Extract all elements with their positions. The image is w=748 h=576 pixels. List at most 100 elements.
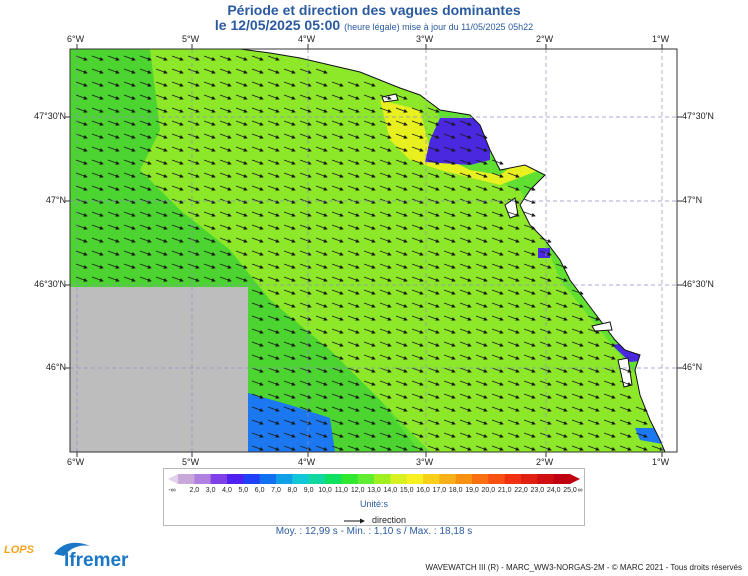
direction-arrow [539,432,552,438]
lops-logo: LOPS [4,544,34,556]
direction-arrow [91,185,104,191]
direction-arrow [251,120,264,126]
direction-arrow [411,250,424,256]
direction-arrow [427,406,440,412]
direction-arrow [171,146,184,152]
legend-tick: 10,0 [318,487,332,494]
direction-arrow [251,263,264,269]
direction-arrow [395,367,408,373]
direction-arrow [395,328,408,334]
direction-arrow [395,432,408,438]
direction-arrow [619,445,632,451]
direction-arrow [443,341,456,347]
direction-arrow [267,133,280,139]
direction-arrow [459,393,472,399]
direction-arrow [395,276,408,282]
direction-arrow [251,393,264,399]
direction-arrow [315,380,328,386]
direction-arrow [251,133,264,139]
direction-arrow [91,276,104,282]
direction-arrow [539,341,552,347]
direction-arrow [187,55,200,61]
direction-arrow [331,159,344,165]
direction-arrow [411,289,424,295]
direction-arrow [139,81,152,87]
direction-arrow [299,81,312,87]
direction-arrow [203,250,216,256]
direction-arrow [219,224,232,230]
direction-arrow [235,172,248,178]
direction-arrow [443,302,456,308]
direction-arrow [299,133,312,139]
direction-arrow [283,224,296,230]
direction-arrow [267,224,280,230]
legend-tick: 4,0 [222,487,232,494]
direction-arrow [347,367,360,373]
lon-label: 1°W [652,457,670,467]
direction-arrow [443,328,456,334]
direction-arrow [315,146,328,152]
legend-swatch [243,474,261,484]
legend-tick: 23,0 [530,487,545,494]
direction-arrow [475,341,488,347]
direction-arrow [571,432,584,438]
legend-tick: 12,0 [350,487,365,494]
direction-arrow [395,406,408,412]
legend-unit: Unité:s [359,499,388,509]
direction-arrow [379,289,392,295]
direction-arrow [219,133,232,139]
direction-arrow [331,172,344,178]
direction-arrow [443,224,456,230]
blue-patch-small [538,248,550,258]
direction-arrow [251,224,264,230]
direction-arrow [475,445,488,451]
direction-arrow [443,406,456,412]
direction-arrow [363,302,376,308]
direction-arrow [347,159,360,165]
direction-arrow [139,263,152,269]
direction-arrow [411,419,424,425]
lon-label: 2°W [536,457,554,467]
direction-arrow [363,406,376,412]
direction-arrow [315,250,328,256]
lat-label: 46°N [45,362,66,372]
direction-arrow [315,133,328,139]
direction-arrow [603,393,616,399]
direction-arrow [331,146,344,152]
direction-arrow [459,172,472,178]
legend-tick: 25,0 [563,487,577,494]
direction-arrow [267,250,280,256]
direction-arrow [635,406,648,412]
direction-arrow [363,133,376,139]
direction-arrow [475,237,488,243]
direction-arrow [411,302,424,308]
direction-arrow [571,328,584,334]
legend-tick: 21,0 [497,487,512,494]
legend-swatch [374,474,391,484]
no-data-area [70,287,248,452]
direction-arrow [427,367,440,373]
direction-arrow [139,68,152,74]
direction-arrow [251,159,264,165]
direction-arrow [587,341,600,347]
direction-arrow [347,354,360,360]
direction-arrow [187,133,200,139]
lat-label: 47°N [45,195,66,205]
direction-arrow [267,315,280,321]
direction-arrow [75,68,88,74]
direction-arrow [347,120,360,126]
direction-arrow [139,250,152,256]
direction-arrow [267,263,280,269]
direction-arrow [331,419,344,425]
direction-arrow [363,380,376,386]
direction-arrow [91,198,104,204]
direction-arrow [427,419,440,425]
direction-arrow [363,432,376,438]
direction-arrow [603,354,616,360]
direction-arrow [187,94,200,100]
direction-arrow [203,172,216,178]
land-mass [239,49,677,452]
lat-label: 47°N [682,195,703,205]
direction-arrow [491,302,504,308]
direction-arrow [475,302,488,308]
